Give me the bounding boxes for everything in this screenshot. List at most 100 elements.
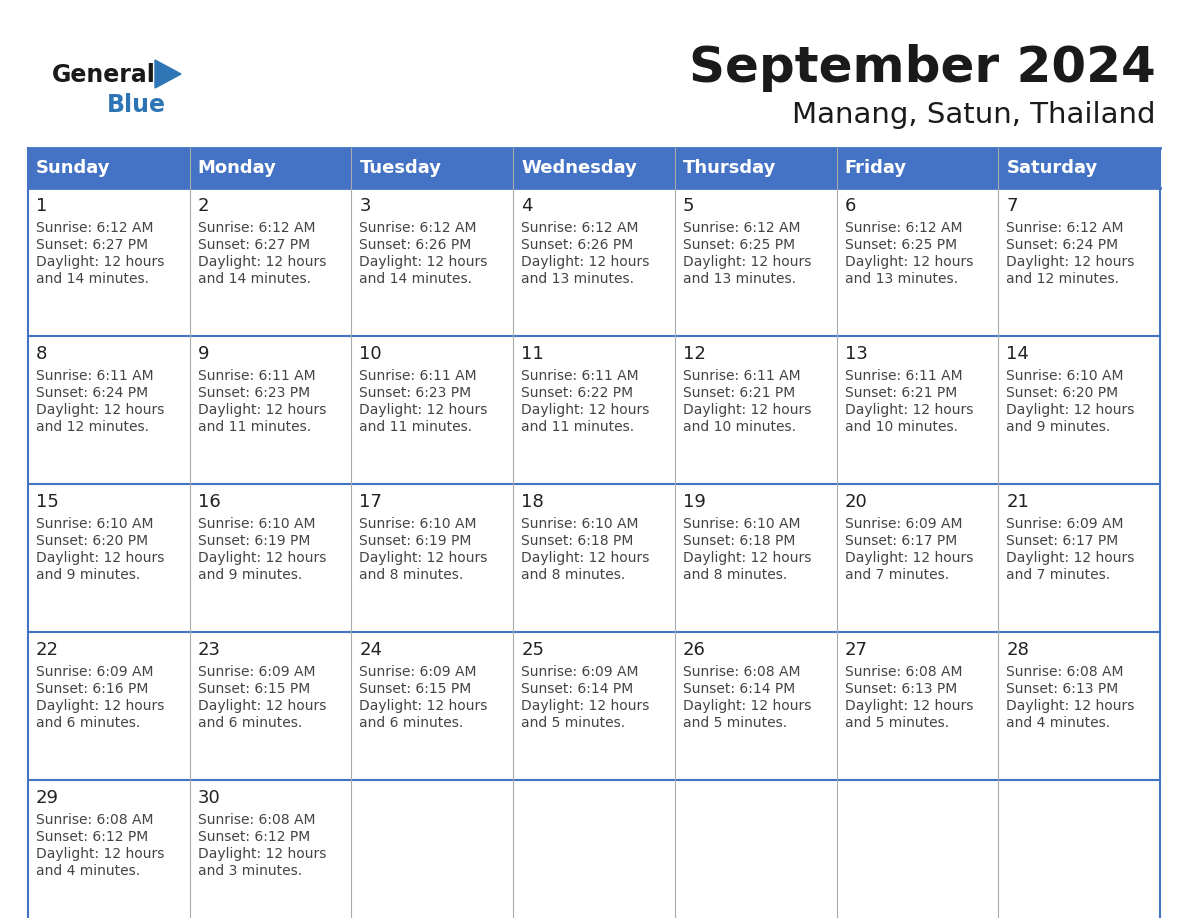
- Text: Sunset: 6:15 PM: Sunset: 6:15 PM: [197, 682, 310, 696]
- Bar: [190, 780, 352, 918]
- Bar: [836, 188, 998, 336]
- Text: Sunrise: 6:08 AM: Sunrise: 6:08 AM: [1006, 665, 1124, 679]
- Text: and 13 minutes.: and 13 minutes.: [522, 272, 634, 286]
- Text: and 12 minutes.: and 12 minutes.: [36, 420, 148, 434]
- Bar: [836, 336, 998, 484]
- Bar: [836, 632, 998, 780]
- Bar: [29, 188, 190, 336]
- Text: Monday: Monday: [197, 159, 277, 177]
- Text: 29: 29: [36, 789, 59, 807]
- Bar: [352, 484, 513, 632]
- Bar: [190, 484, 352, 632]
- Text: Sunrise: 6:10 AM: Sunrise: 6:10 AM: [197, 517, 315, 531]
- Text: Daylight: 12 hours: Daylight: 12 hours: [522, 551, 650, 565]
- Text: Sunset: 6:13 PM: Sunset: 6:13 PM: [1006, 682, 1119, 696]
- Text: Sunset: 6:24 PM: Sunset: 6:24 PM: [36, 386, 148, 400]
- Text: Sunrise: 6:09 AM: Sunrise: 6:09 AM: [197, 665, 315, 679]
- Bar: [29, 336, 190, 484]
- Bar: [836, 780, 998, 918]
- Text: Daylight: 12 hours: Daylight: 12 hours: [845, 255, 973, 269]
- Text: Sunrise: 6:10 AM: Sunrise: 6:10 AM: [36, 517, 153, 531]
- Text: 26: 26: [683, 641, 706, 659]
- Polygon shape: [154, 60, 181, 88]
- Text: September 2024: September 2024: [689, 44, 1156, 92]
- Text: 9: 9: [197, 345, 209, 363]
- Text: Sunset: 6:19 PM: Sunset: 6:19 PM: [360, 534, 472, 548]
- Text: Sunset: 6:20 PM: Sunset: 6:20 PM: [1006, 386, 1118, 400]
- Text: Daylight: 12 hours: Daylight: 12 hours: [683, 403, 811, 417]
- Bar: [352, 336, 513, 484]
- Text: 23: 23: [197, 641, 221, 659]
- Text: Sunrise: 6:08 AM: Sunrise: 6:08 AM: [845, 665, 962, 679]
- Text: Sunset: 6:26 PM: Sunset: 6:26 PM: [360, 238, 472, 252]
- Text: Daylight: 12 hours: Daylight: 12 hours: [36, 403, 164, 417]
- Text: Daylight: 12 hours: Daylight: 12 hours: [197, 699, 326, 713]
- Text: Sunrise: 6:12 AM: Sunrise: 6:12 AM: [845, 221, 962, 235]
- Text: 8: 8: [36, 345, 48, 363]
- Text: 12: 12: [683, 345, 706, 363]
- Text: 14: 14: [1006, 345, 1029, 363]
- Text: 21: 21: [1006, 493, 1029, 511]
- Text: 15: 15: [36, 493, 59, 511]
- Text: and 12 minutes.: and 12 minutes.: [1006, 272, 1119, 286]
- Bar: [998, 188, 1159, 336]
- Bar: [29, 148, 1159, 188]
- Text: Sunset: 6:16 PM: Sunset: 6:16 PM: [36, 682, 148, 696]
- Text: and 13 minutes.: and 13 minutes.: [683, 272, 796, 286]
- Text: Sunrise: 6:12 AM: Sunrise: 6:12 AM: [197, 221, 315, 235]
- Text: Daylight: 12 hours: Daylight: 12 hours: [360, 699, 488, 713]
- Text: Sunset: 6:23 PM: Sunset: 6:23 PM: [360, 386, 472, 400]
- Text: Sunset: 6:15 PM: Sunset: 6:15 PM: [360, 682, 472, 696]
- Text: and 7 minutes.: and 7 minutes.: [845, 568, 949, 582]
- Bar: [675, 484, 836, 632]
- Text: and 11 minutes.: and 11 minutes.: [360, 420, 473, 434]
- Text: Daylight: 12 hours: Daylight: 12 hours: [522, 699, 650, 713]
- Text: Sunrise: 6:12 AM: Sunrise: 6:12 AM: [36, 221, 153, 235]
- Text: Sunset: 6:27 PM: Sunset: 6:27 PM: [36, 238, 148, 252]
- Text: and 8 minutes.: and 8 minutes.: [522, 568, 625, 582]
- Text: Sunrise: 6:10 AM: Sunrise: 6:10 AM: [1006, 369, 1124, 383]
- Text: Daylight: 12 hours: Daylight: 12 hours: [1006, 255, 1135, 269]
- Text: Daylight: 12 hours: Daylight: 12 hours: [360, 403, 488, 417]
- Text: 18: 18: [522, 493, 544, 511]
- Text: Sunrise: 6:12 AM: Sunrise: 6:12 AM: [683, 221, 801, 235]
- Text: Sunset: 6:21 PM: Sunset: 6:21 PM: [683, 386, 795, 400]
- Text: 4: 4: [522, 197, 532, 215]
- Text: and 8 minutes.: and 8 minutes.: [360, 568, 463, 582]
- Text: and 4 minutes.: and 4 minutes.: [1006, 716, 1111, 730]
- Text: Daylight: 12 hours: Daylight: 12 hours: [1006, 403, 1135, 417]
- Text: Sunset: 6:17 PM: Sunset: 6:17 PM: [1006, 534, 1119, 548]
- Text: 6: 6: [845, 197, 855, 215]
- Text: Daylight: 12 hours: Daylight: 12 hours: [683, 255, 811, 269]
- Text: Sunrise: 6:12 AM: Sunrise: 6:12 AM: [522, 221, 639, 235]
- Text: Sunset: 6:26 PM: Sunset: 6:26 PM: [522, 238, 633, 252]
- Text: Sunset: 6:19 PM: Sunset: 6:19 PM: [197, 534, 310, 548]
- Text: 30: 30: [197, 789, 221, 807]
- Text: Sunrise: 6:09 AM: Sunrise: 6:09 AM: [36, 665, 153, 679]
- Text: Sunrise: 6:09 AM: Sunrise: 6:09 AM: [845, 517, 962, 531]
- Text: Sunrise: 6:11 AM: Sunrise: 6:11 AM: [360, 369, 478, 383]
- Text: Sunrise: 6:09 AM: Sunrise: 6:09 AM: [522, 665, 639, 679]
- Text: 20: 20: [845, 493, 867, 511]
- Text: 22: 22: [36, 641, 59, 659]
- Text: Sunrise: 6:09 AM: Sunrise: 6:09 AM: [1006, 517, 1124, 531]
- Text: and 5 minutes.: and 5 minutes.: [522, 716, 625, 730]
- Text: Friday: Friday: [845, 159, 906, 177]
- Text: Sunset: 6:18 PM: Sunset: 6:18 PM: [522, 534, 633, 548]
- Text: Daylight: 12 hours: Daylight: 12 hours: [36, 255, 164, 269]
- Bar: [29, 484, 190, 632]
- Text: Wednesday: Wednesday: [522, 159, 637, 177]
- Text: Daylight: 12 hours: Daylight: 12 hours: [683, 699, 811, 713]
- Text: Sunset: 6:18 PM: Sunset: 6:18 PM: [683, 534, 795, 548]
- Text: 25: 25: [522, 641, 544, 659]
- Text: and 6 minutes.: and 6 minutes.: [197, 716, 302, 730]
- Bar: [29, 632, 190, 780]
- Text: Sunset: 6:25 PM: Sunset: 6:25 PM: [683, 238, 795, 252]
- Text: Daylight: 12 hours: Daylight: 12 hours: [36, 847, 164, 861]
- Bar: [675, 336, 836, 484]
- Text: Sunday: Sunday: [36, 159, 110, 177]
- Text: and 11 minutes.: and 11 minutes.: [522, 420, 634, 434]
- Bar: [675, 188, 836, 336]
- Text: Sunset: 6:12 PM: Sunset: 6:12 PM: [36, 830, 148, 844]
- Text: and 10 minutes.: and 10 minutes.: [683, 420, 796, 434]
